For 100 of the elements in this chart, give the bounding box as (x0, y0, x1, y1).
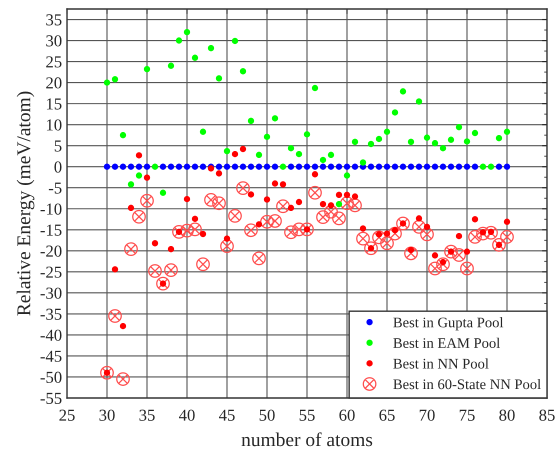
point (208, 44, 214, 52)
point (308, 186, 322, 200)
point (460, 262, 474, 276)
point (504, 218, 510, 225)
point (128, 164, 134, 170)
point (312, 171, 318, 178)
point (312, 84, 318, 92)
point (232, 38, 238, 44)
point (120, 164, 126, 170)
point (144, 174, 150, 181)
point (144, 164, 150, 170)
point (264, 134, 270, 140)
point (496, 164, 502, 170)
point (192, 164, 198, 170)
point (104, 79, 110, 86)
point (376, 164, 382, 170)
x-tick-label: 40 (178, 410, 195, 421)
point (352, 138, 358, 146)
point (480, 164, 486, 170)
point (200, 128, 206, 135)
y-tick-label: -15 (40, 224, 62, 236)
y-tick-label: 0 (54, 161, 62, 173)
point (300, 222, 314, 236)
point (160, 190, 166, 196)
point (352, 164, 358, 170)
point (264, 196, 270, 203)
point (144, 66, 150, 72)
point (284, 225, 298, 240)
y-tick-label: -35 (40, 308, 62, 320)
point (148, 264, 162, 278)
point (136, 172, 142, 179)
point (200, 230, 206, 238)
point (104, 164, 110, 170)
point (456, 232, 462, 240)
point (344, 192, 350, 198)
point (472, 130, 478, 136)
point (256, 164, 262, 170)
y-tick-label: -50 (40, 372, 62, 383)
point (204, 193, 218, 207)
y-tick-label: -25 (40, 266, 62, 278)
point (492, 238, 506, 252)
x-tick-label: 80 (499, 410, 515, 421)
y-tick-label: -5 (48, 182, 62, 194)
point (384, 230, 390, 237)
x-axis-title: number of atoms (242, 432, 372, 446)
x-tick-label: 30 (99, 410, 115, 421)
point (296, 150, 302, 158)
point (444, 244, 458, 259)
point (152, 240, 158, 246)
point (216, 170, 222, 177)
point (124, 242, 138, 256)
point (228, 209, 242, 223)
point (436, 257, 450, 272)
point (316, 210, 330, 224)
y-tick-label: -40 (40, 330, 62, 341)
point (116, 372, 130, 386)
point (392, 164, 398, 170)
point (432, 252, 438, 259)
point (232, 164, 238, 170)
point (216, 164, 222, 170)
y-tick-label: -20 (40, 246, 62, 257)
point (288, 164, 294, 170)
point (256, 152, 262, 158)
point (336, 201, 342, 208)
point (212, 196, 226, 210)
point (364, 241, 378, 256)
point (324, 204, 338, 219)
y-tick-label: 20 (46, 77, 62, 89)
point (112, 76, 118, 82)
point (336, 192, 342, 198)
point (416, 215, 422, 222)
point (448, 136, 454, 143)
x-tick-label: 35 (139, 410, 155, 421)
x-tick-label: 70 (420, 410, 435, 421)
point (220, 239, 234, 254)
point (452, 248, 466, 262)
point (248, 164, 254, 170)
legend-label: Best in Gupta Pool (393, 317, 504, 330)
point (272, 115, 278, 122)
point (484, 226, 498, 240)
point (280, 181, 286, 188)
point (296, 198, 302, 206)
x-tick-label: 50 (260, 410, 275, 421)
y-tick-label: 35 (46, 14, 62, 26)
point (404, 246, 418, 260)
legend-label: Best in EAM Pool (393, 338, 500, 348)
point (252, 252, 266, 266)
point (132, 210, 146, 224)
point (440, 145, 446, 152)
point (360, 159, 366, 166)
point (168, 164, 174, 170)
point (100, 366, 114, 380)
point (168, 62, 174, 69)
point (176, 37, 182, 44)
point (400, 164, 406, 170)
point (312, 164, 318, 170)
point (272, 180, 278, 187)
y-tick-label: 15 (46, 98, 62, 110)
point (288, 204, 294, 212)
point (128, 204, 134, 212)
